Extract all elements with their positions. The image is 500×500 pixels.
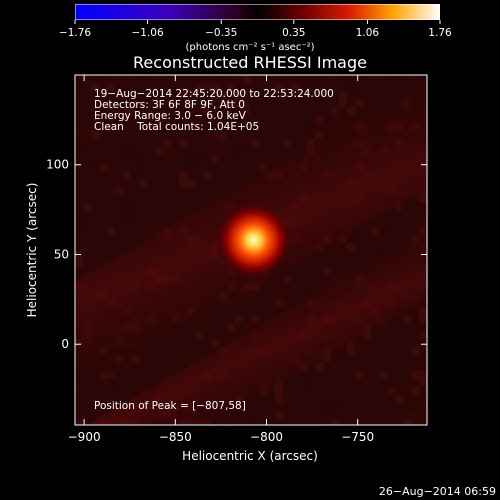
peak-position-label: Position of Peak = [−807,58] xyxy=(94,400,246,412)
y-tick-label: 100 xyxy=(46,158,69,172)
colorbar-tick-label: 1.06 xyxy=(356,27,380,39)
annotation-time-range: 19−Aug−2014 22:45:20.000 to 22:53:24.000 xyxy=(94,88,334,100)
colorbar-tick-label: −1.76 xyxy=(59,27,91,39)
x-tick-label: −900 xyxy=(68,430,101,444)
footer-timestamp: 26−Aug−2014 06:59 xyxy=(378,485,496,498)
colorbar-tick-label: 0.35 xyxy=(282,27,305,39)
x-axis-label: Heliocentric X (arcsec) xyxy=(182,449,318,463)
colorbar-tick-label: 1.76 xyxy=(428,27,452,39)
peak-source xyxy=(215,202,292,279)
colorbar-tick-label: −0.35 xyxy=(205,27,237,39)
x-tick-label: −850 xyxy=(159,430,192,444)
plot-area xyxy=(75,75,427,425)
x-tick-label: −800 xyxy=(250,430,283,444)
y-tick-label: 50 xyxy=(54,247,69,261)
y-tick-label: 0 xyxy=(61,337,69,351)
colorbar-tick-label: −1.06 xyxy=(131,27,163,39)
plot-frame xyxy=(74,74,428,426)
annotation-energy-range: Energy Range: 3.0 − 6.0 keV xyxy=(94,110,247,122)
colorbar xyxy=(75,4,440,20)
colorbar-unit-label: (photons cm⁻² s⁻¹ asec⁻²) xyxy=(185,42,314,53)
annotation-clean-counts: Clean Total counts: 1.04E+05 xyxy=(94,121,259,133)
chart-title: Reconstructed RHESSI Image xyxy=(133,53,367,72)
x-tick-label: −750 xyxy=(341,430,374,444)
y-axis-label: Heliocentric Y (arcsec) xyxy=(25,183,39,318)
annotation-detectors: Detectors: 3F 6F 8F 9F, Att 0 xyxy=(94,99,245,111)
